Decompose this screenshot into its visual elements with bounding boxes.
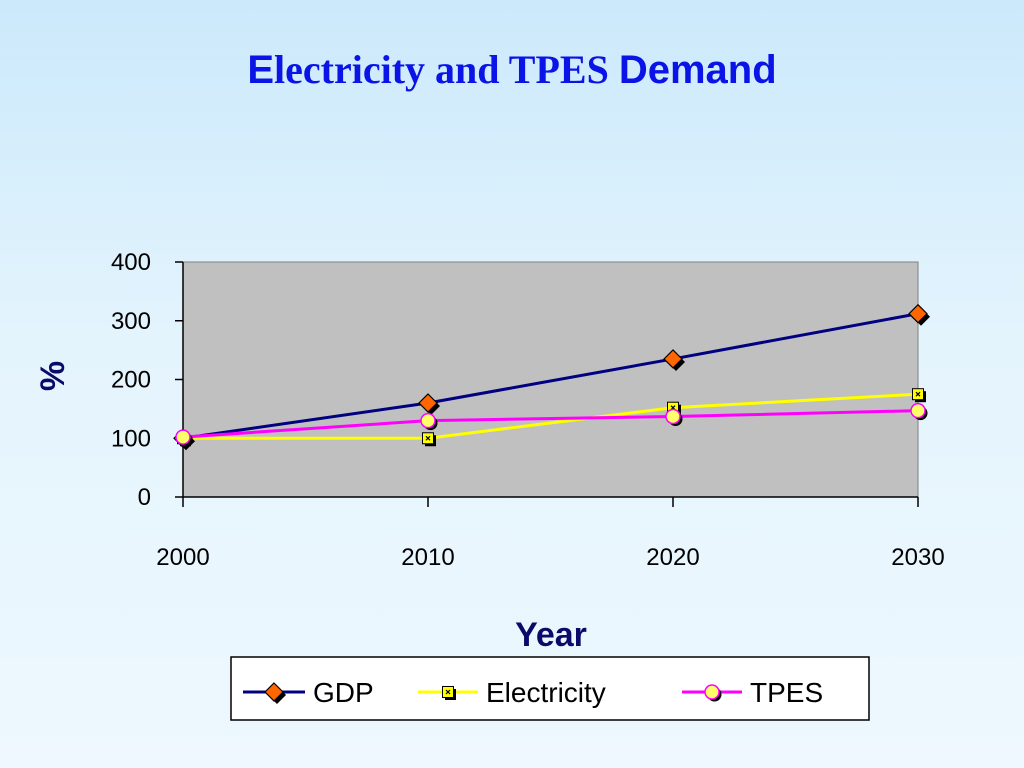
data-point-tpes <box>420 412 438 431</box>
x-tick-label: 2020 <box>646 544 699 571</box>
data-point-tpes <box>665 408 683 427</box>
marker-cross <box>425 435 431 441</box>
x-tick-label: 2030 <box>891 544 944 571</box>
y-tick-label: 100 <box>111 425 151 452</box>
plot-area <box>182 261 919 498</box>
marker-circle <box>704 684 720 700</box>
x-tick-label: 2010 <box>401 544 454 571</box>
y-tick-label: 400 <box>111 249 151 276</box>
legend-item-gdp: GDP <box>243 677 374 708</box>
marker-circle <box>175 429 191 445</box>
legend-item-tpes: TPES <box>682 677 823 708</box>
data-point-electricity <box>422 432 436 447</box>
y-tick-label: 300 <box>111 308 151 335</box>
x-axis-title: Year <box>515 616 587 654</box>
marker-diamond <box>264 682 284 702</box>
legend-label: TPES <box>750 677 823 708</box>
marker-circle <box>420 412 436 429</box>
y-tick-label: 0 <box>138 484 151 511</box>
title-part-3: Demand <box>618 48 777 92</box>
series-line-gdp <box>182 312 919 440</box>
title-part-2: lectricity and TPES <box>274 47 619 92</box>
marker-cross <box>445 689 451 695</box>
marker-diamond <box>418 393 438 413</box>
data-point-electricity <box>912 388 926 403</box>
data-point-gdp <box>908 303 930 326</box>
marker-cross <box>915 391 921 397</box>
page-title: Electricity and TPES Demand <box>0 46 1024 93</box>
marker-diamond <box>908 303 928 324</box>
series-line-electricity <box>183 392 919 440</box>
data-point-tpes <box>910 402 928 421</box>
x-tick-label: 2000 <box>156 544 209 571</box>
data-point-gdp <box>418 393 440 415</box>
marker-circle <box>665 408 681 425</box>
y-tick-label: 200 <box>111 367 151 394</box>
legend-label: Electricity <box>486 677 606 708</box>
legend-swatch-marker <box>264 682 286 704</box>
title-part-1: E <box>247 48 275 92</box>
y-axis-title: % <box>34 361 72 391</box>
data-point-gdp <box>663 349 685 371</box>
marker-diamond <box>663 349 683 369</box>
legend-swatch-marker <box>704 684 722 702</box>
series-line-tpes <box>182 409 919 439</box>
data-point-tpes <box>175 429 193 447</box>
legend-swatch-marker <box>442 686 456 700</box>
legend-box <box>230 656 870 721</box>
legend-item-electricity: Electricity <box>418 677 606 708</box>
marker-circle <box>910 402 926 419</box>
legend-label: GDP <box>313 677 374 708</box>
